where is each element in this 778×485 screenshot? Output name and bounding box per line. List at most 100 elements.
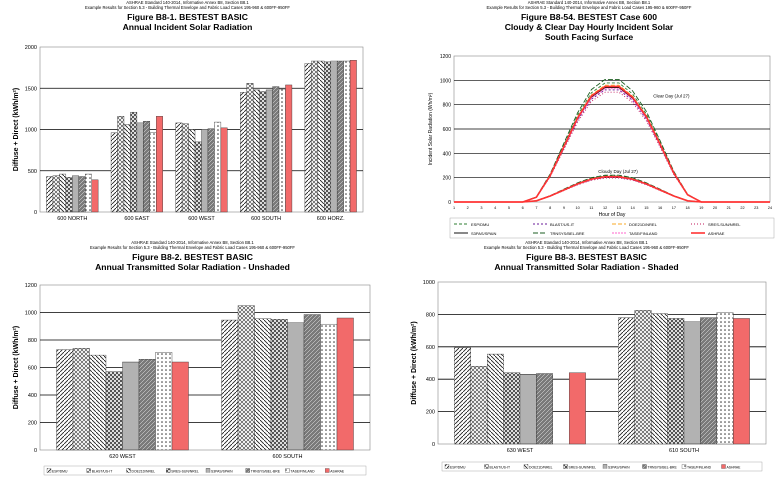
- x-tick-label: 11: [589, 206, 593, 210]
- bar: [123, 124, 131, 213]
- subtitle-caption: Example Results for Section 5.3 - Buildi…: [484, 245, 689, 250]
- y-tick-label: 600: [28, 366, 37, 372]
- bar: [568, 372, 586, 445]
- legend-entry: TRNSYS/BEL-BRE: [550, 231, 585, 236]
- legend-entry: DOE21D/NREL: [529, 465, 553, 469]
- legend-swatch: [602, 464, 608, 469]
- x-axis-label: Hour of Day: [599, 212, 626, 218]
- bar: [265, 89, 273, 213]
- legend-entry: TASE/FINLAND: [629, 231, 657, 236]
- x-tick-label: 10: [576, 206, 580, 210]
- x-tick-label: 7: [535, 206, 537, 210]
- x-tick-label: 13: [617, 206, 621, 210]
- x-tick-label: 5: [508, 206, 510, 210]
- bar: [252, 89, 260, 213]
- bar: [320, 323, 338, 451]
- legend-entry: SRES-SUN/NREL: [708, 222, 741, 227]
- legend-swatch: [285, 468, 290, 473]
- bar: [220, 127, 228, 213]
- bar: [78, 176, 86, 213]
- bar: [519, 374, 537, 445]
- x-category-label: 620 WEST: [109, 454, 136, 460]
- legend-entry: S3PAS/SPAIN: [211, 469, 233, 473]
- legend-swatch: [642, 464, 647, 469]
- bar: [201, 129, 209, 213]
- y-tick-label: 1200: [25, 283, 37, 289]
- bar: [503, 372, 521, 445]
- chart-subtitle: Annual Transmitted Solar Radiation - Sha…: [494, 262, 679, 272]
- chart-b8-2-svg: 0 200 400 600 800 1000 1200 Diffuse + Direct (k…: [13, 283, 371, 476]
- chart-title: Figure B8-3. BESTEST BASIC: [526, 252, 647, 262]
- legend-entry: ASHRAE: [708, 231, 725, 236]
- x-category-label: 600 SOUTH: [251, 216, 281, 222]
- bar: [72, 348, 90, 451]
- annotation-cloudy-day: Cloudy Day (Jul 27): [598, 169, 638, 174]
- y-axis-label: Diffuse + Direct (kWh/m²): [13, 326, 20, 409]
- bar: [85, 173, 92, 213]
- x-category-label: 600 WEST: [188, 216, 215, 222]
- legend-swatch: [166, 468, 171, 473]
- legend-swatch: [444, 464, 450, 469]
- bar: [149, 132, 157, 213]
- bar: [72, 175, 79, 213]
- legend-swatch: [484, 464, 489, 469]
- x-category-label: 600 NORTH: [57, 216, 87, 222]
- y-tick-label: 800: [426, 312, 435, 318]
- legend-swatch: [126, 468, 131, 473]
- bar: [240, 92, 247, 213]
- bar: [117, 116, 125, 213]
- bar: [651, 313, 668, 445]
- y-tick-label: 0: [34, 210, 37, 216]
- bar: [304, 63, 312, 213]
- chart-subtitle-2: South Facing Surface: [544, 32, 634, 42]
- legend-entry: BLAST/US-IT: [490, 465, 511, 469]
- bar: [89, 354, 107, 451]
- bar: [486, 353, 504, 445]
- x-tick-label: 12: [603, 206, 607, 210]
- bar: [91, 179, 99, 213]
- legend-entry: TASE/FINLAND: [687, 465, 712, 469]
- y-tick-label: 0: [34, 448, 37, 454]
- x-tick-label: 9: [563, 206, 565, 210]
- annotation-clear-day: Clear Day (Jul 27): [653, 93, 690, 98]
- chart-title: Figure B8-54. BESTEST Case 600: [520, 12, 658, 22]
- bar: [138, 359, 156, 451]
- bar: [667, 318, 685, 445]
- standard-caption: ASHRAE Standard 140-2014, Informative An…: [525, 240, 648, 245]
- bar: [143, 121, 151, 213]
- y-tick-label: 200: [28, 421, 37, 427]
- x-tick-label: 23: [754, 206, 758, 210]
- legend-swatch: [245, 468, 250, 473]
- y-tick-label: 1000: [25, 128, 37, 134]
- legend-entry: S3PAS/SPAIN: [471, 231, 497, 236]
- x-tick-label: 6: [522, 206, 524, 210]
- legend-entry: TRNSYS/BEL-BRE: [251, 469, 281, 473]
- bar: [278, 88, 286, 213]
- x-tick-label: 20: [713, 206, 717, 210]
- bar: [287, 322, 305, 451]
- bar: [324, 61, 331, 213]
- bar: [716, 312, 734, 445]
- bar: [343, 60, 351, 213]
- bar: [122, 361, 140, 451]
- bar: [175, 122, 183, 213]
- bar: [285, 84, 293, 213]
- bar: [634, 310, 652, 445]
- chart-subtitle: Cloudy & Clear Day Hourly Incident Solar: [504, 22, 674, 32]
- y-tick-label: 0: [448, 200, 451, 206]
- y-tick-label: 800: [28, 338, 37, 344]
- bar: [52, 175, 60, 213]
- legend-entry: TRNSYS/BEL-BRE: [648, 465, 678, 469]
- bar: [46, 176, 54, 213]
- y-tick-label: 400: [28, 393, 37, 399]
- y-axis-label: Incident Solar Radiation (Wh/m²): [428, 92, 434, 165]
- x-tick-label: 18: [685, 206, 689, 210]
- bar: [156, 116, 163, 213]
- bar: [272, 86, 280, 213]
- x-category-label: 600 EAST: [124, 216, 150, 222]
- x-tick-label: 8: [549, 206, 551, 210]
- subtitle-caption: Example Results for Section 5.3 - Buildi…: [90, 245, 295, 250]
- chart-b8-3-svg: 0 200 400 600 800 1000 Diffuse + Direct (kWh/m…: [411, 280, 767, 472]
- bar: [733, 318, 750, 445]
